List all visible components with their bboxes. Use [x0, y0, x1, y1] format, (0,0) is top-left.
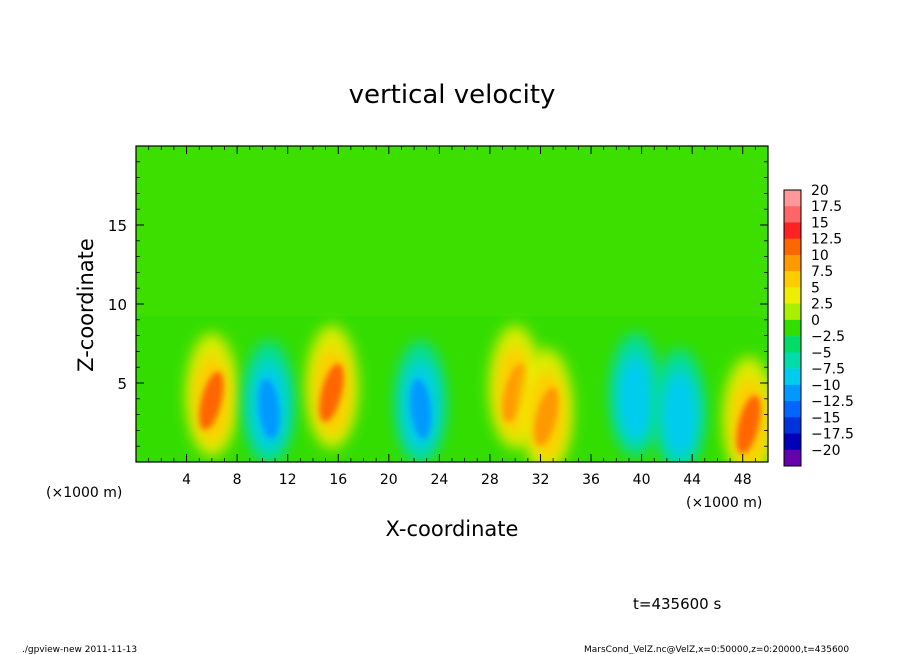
- colorbar-swatch: [784, 287, 801, 304]
- x-tick-label: 8: [233, 472, 242, 488]
- y-axis: 5 10 15: [108, 161, 768, 447]
- colorbar-swatch: [784, 319, 801, 337]
- colorbar-label: −2.5: [811, 329, 845, 345]
- feature-2: [305, 324, 358, 449]
- colorbar-swatch: [784, 433, 801, 451]
- feature-8: [723, 356, 768, 462]
- y-tick-label: 10: [108, 296, 127, 314]
- colorbar-label: 5: [811, 280, 820, 296]
- footer-right: MarsCond_VelZ.nc@VelZ,x=0:50000,z=0:2000…: [584, 645, 849, 654]
- chart-title: vertical velocity: [349, 80, 556, 110]
- colorbar-swatch: [784, 254, 801, 272]
- colorbar-swatch: [784, 206, 801, 223]
- feature-1: [242, 340, 295, 462]
- feature-5: [520, 348, 573, 462]
- feature-core: [736, 395, 761, 454]
- colorbar-label: −10: [811, 378, 841, 394]
- colorbar-swatch: [784, 384, 801, 402]
- colorbar-label: 12.5: [811, 232, 842, 248]
- colorbar-label: 17.5: [811, 199, 842, 215]
- feature-7: [653, 348, 706, 462]
- feature-core: [669, 386, 691, 447]
- colorbar: 2017.51512.5107.552.50−2.5−5−7.5−10−12.5…: [783, 183, 854, 467]
- x-unit-left: (×1000 m): [46, 485, 122, 501]
- x-tick-label: 20: [380, 472, 398, 488]
- colorbar-label: −5: [811, 345, 832, 361]
- x-tick-label: 48: [734, 472, 752, 488]
- plot-area: [136, 146, 768, 462]
- x-tick-label: 24: [430, 472, 448, 488]
- y-tick-label: 15: [108, 217, 127, 235]
- x-axis: 4 8 12 16 20 24 28 32 36 40 44 48: [148, 146, 756, 488]
- colorbar-label: −20: [811, 443, 841, 459]
- colorbar-label: 15: [811, 215, 829, 231]
- colorbar-label: 7.5: [811, 264, 833, 280]
- x-tick-label: 12: [279, 472, 297, 488]
- x-tick-label: 44: [683, 472, 701, 488]
- velocity-features: [185, 324, 768, 462]
- colorbar-swatch: [784, 336, 801, 353]
- colorbar-swatch: [784, 271, 801, 288]
- x-tick-label: 16: [329, 472, 347, 488]
- feature-0: [185, 332, 238, 457]
- colorbar-swatch: [784, 368, 801, 386]
- colorbar-label: 10: [811, 248, 829, 264]
- x-tick-label: 4: [182, 472, 191, 488]
- x-tick-label: 36: [582, 472, 600, 488]
- colorbar-swatch: [784, 352, 801, 369]
- feature-core: [258, 378, 280, 439]
- x-unit-right: (×1000 m): [686, 495, 762, 511]
- colorbar-swatch: [784, 449, 801, 467]
- feature-3: [394, 340, 447, 462]
- feature-core: [502, 363, 527, 423]
- x-axis-label: X-coordinate: [386, 517, 519, 541]
- feature-core: [534, 387, 559, 446]
- feature-core: [199, 371, 224, 430]
- time-label: t=435600 s: [633, 595, 721, 613]
- colorbar-swatch: [784, 222, 801, 240]
- colorbar-swatch: [784, 238, 801, 256]
- feature-core: [625, 370, 646, 431]
- y-tick-label: 5: [117, 375, 127, 393]
- colorbar-label: 20: [811, 183, 829, 199]
- colorbar-label: −15: [811, 410, 841, 426]
- x-tick-label: 40: [633, 472, 651, 488]
- colorbar-label: 2.5: [811, 297, 833, 313]
- colorbar-swatch: [784, 190, 801, 207]
- colorbar-label: 0: [811, 313, 820, 329]
- feature-core: [410, 378, 432, 439]
- feature-6: [609, 332, 662, 457]
- footer-left: ./gpview-new 2011-11-13: [22, 645, 137, 654]
- colorbar-label: −12.5: [811, 394, 854, 410]
- feature-core: [319, 363, 344, 423]
- upper-field: [136, 146, 768, 316]
- colorbar-label: −7.5: [811, 362, 845, 378]
- colorbar-frame: [783, 189, 802, 467]
- x-tick-label: 32: [532, 472, 550, 488]
- colorbar-swatch: [784, 401, 801, 418]
- colorbar-swatch: [784, 303, 801, 321]
- colorbar-label: −17.5: [811, 427, 854, 443]
- x-tick-label: 28: [481, 472, 499, 488]
- colorbar-swatch: [784, 417, 801, 434]
- y-axis-label: Z-coordinate: [74, 238, 98, 372]
